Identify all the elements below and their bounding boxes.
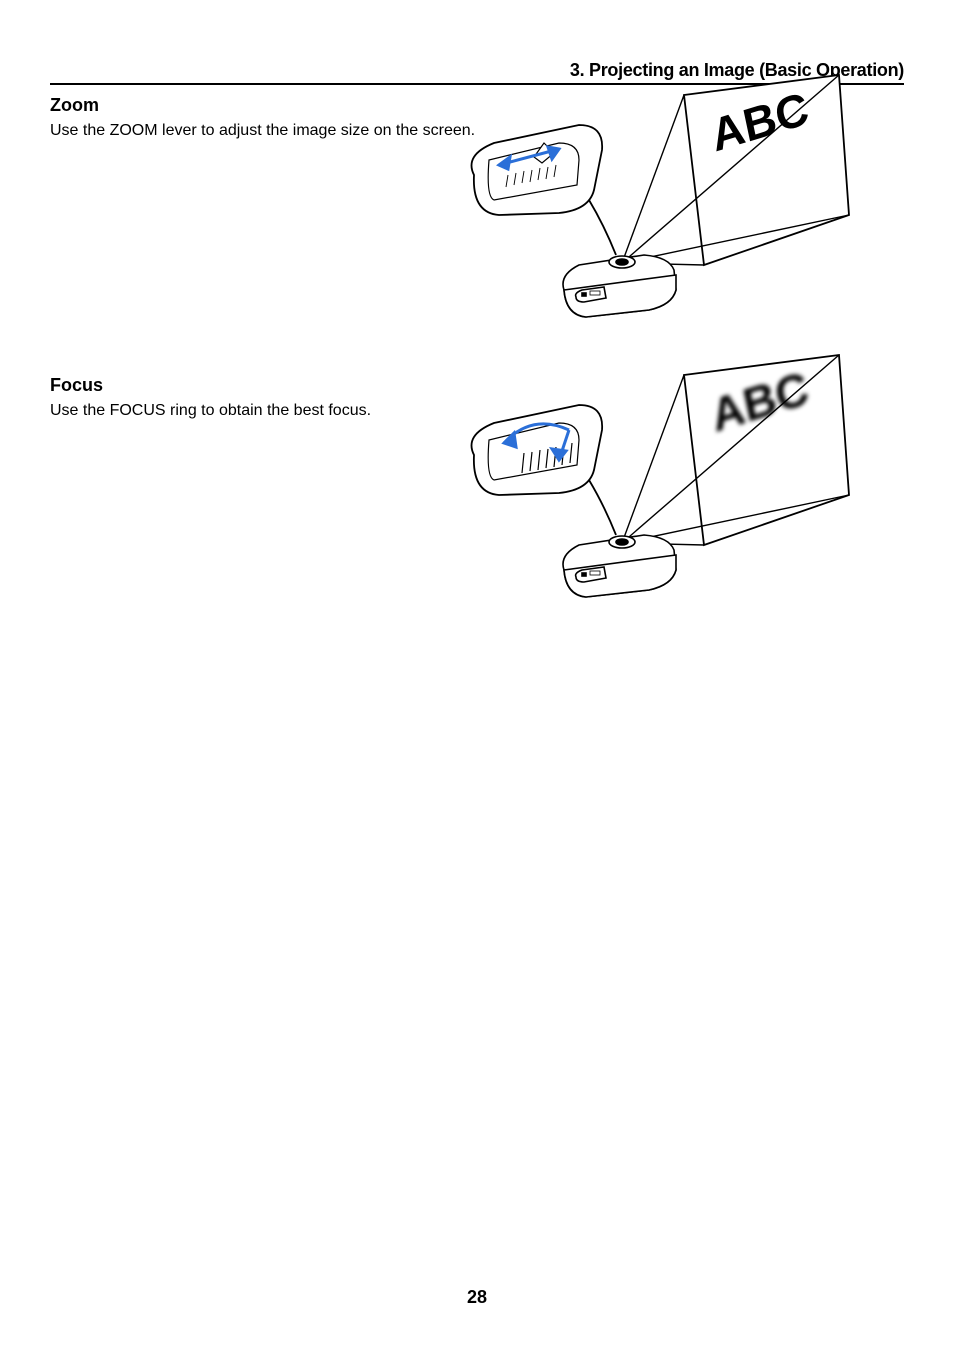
page-number: 28 (0, 1287, 954, 1308)
projection-screen-zoom: ABC (684, 75, 849, 265)
projector-body-focus (563, 535, 676, 597)
focus-callout (472, 405, 617, 535)
projection-screen-focus: ABC (684, 355, 849, 545)
zoom-figure: ABC (444, 65, 864, 325)
focus-figure: ABC (444, 345, 864, 605)
zoom-callout (472, 125, 617, 255)
focus-section: Focus Use the FOCUS ring to obtain the b… (50, 375, 904, 635)
zoom-section: Zoom Use the ZOOM lever to adjust the im… (50, 95, 904, 355)
projector-body-zoom (563, 255, 676, 317)
